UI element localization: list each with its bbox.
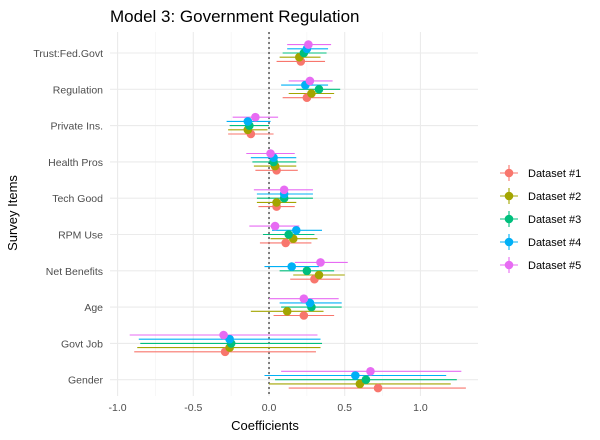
- data-point: [279, 185, 289, 195]
- x-tick-label: -0.5: [184, 402, 202, 414]
- y-tick-label: Age: [84, 302, 103, 314]
- data-point: [251, 112, 260, 122]
- legend-key-point: [504, 168, 514, 178]
- y-axis-title: Survey Items: [5, 175, 20, 251]
- legend-item: Dataset #5: [500, 257, 581, 273]
- data-point: [305, 298, 315, 308]
- x-tick-label: 0.5: [337, 402, 352, 414]
- y-tick-label: Trust:Fed.Govt: [33, 48, 103, 60]
- legend-label: Dataset #2: [528, 191, 581, 203]
- y-tick-label: Net Benefits: [46, 266, 103, 278]
- plot-area: -1.0 -0.5 0.0 0.5 1.0 Trust:Fed.Govt Regulatio…: [33, 32, 478, 414]
- data-point: [351, 371, 360, 380]
- legend-label: Dataset #5: [528, 260, 581, 272]
- data-point: [225, 334, 234, 344]
- legend-item: Dataset #2: [500, 188, 581, 204]
- legend-item: Dataset #3: [500, 211, 581, 227]
- y-tick-label: Gender: [68, 375, 104, 387]
- data-point: [266, 149, 275, 158]
- y-tick-label: Health Pros: [48, 157, 103, 169]
- legend-item: Dataset #4: [500, 234, 581, 250]
- y-tick-label: Private Ins.: [50, 121, 103, 133]
- legend-item: Dataset #1: [500, 165, 581, 181]
- data-point: [304, 40, 313, 49]
- legend-key-point: [504, 260, 514, 270]
- data-point: [270, 221, 280, 231]
- legend-label: Dataset #3: [528, 214, 581, 226]
- y-tick-label: Regulation: [53, 84, 103, 96]
- data-point: [361, 375, 371, 385]
- data-point: [316, 258, 325, 267]
- x-tick-label: 1.0: [413, 402, 428, 414]
- data-point: [366, 367, 375, 376]
- data-point: [272, 198, 281, 207]
- data-point: [305, 76, 315, 86]
- data-point: [314, 270, 324, 280]
- data-point: [314, 85, 324, 94]
- data-point: [302, 266, 312, 276]
- data-point: [219, 330, 228, 340]
- chart-title: Model 3: Government Regulation: [110, 7, 359, 26]
- y-tick-label: Tech Good: [52, 193, 103, 205]
- data-point: [291, 226, 301, 235]
- data-point: [243, 117, 253, 126]
- y-tick-label: Govt Job: [61, 338, 103, 350]
- data-point: [355, 379, 365, 389]
- x-tick-label: 0.0: [262, 402, 277, 414]
- data-point: [373, 383, 383, 393]
- legend-key-point: [504, 214, 514, 224]
- data-point: [287, 262, 297, 271]
- y-tick-label: RPM Use: [58, 230, 103, 242]
- legend-label: Dataset #1: [528, 168, 581, 180]
- data-point: [284, 230, 293, 239]
- legend-key-point: [504, 237, 514, 247]
- legend-label: Dataset #4: [528, 237, 581, 249]
- data-point: [307, 89, 316, 98]
- legend: Dataset #1 Dataset #2 Dataset #3 Dataset #4…: [500, 165, 581, 273]
- legend-key-point: [504, 191, 514, 201]
- x-tick-label: -1.0: [109, 402, 127, 414]
- data-point: [282, 307, 292, 316]
- data-point: [299, 311, 309, 320]
- data-point: [281, 238, 290, 248]
- x-axis-title: Coefficients: [231, 418, 299, 433]
- data-point: [299, 294, 309, 304]
